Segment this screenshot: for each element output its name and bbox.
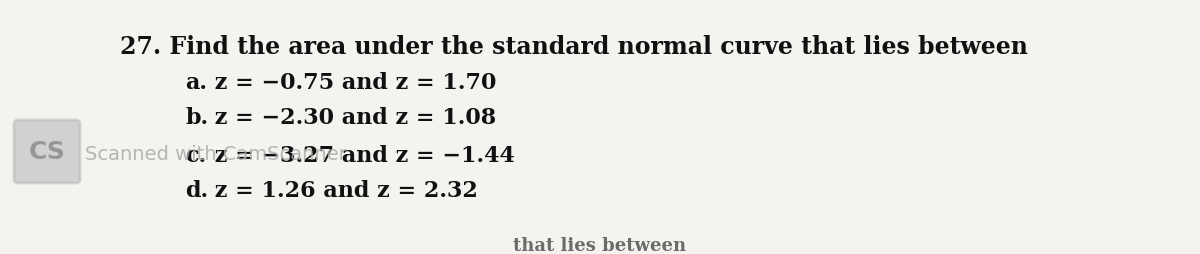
Text: that lies between: that lies between <box>514 236 686 254</box>
FancyBboxPatch shape <box>14 121 80 183</box>
Text: b.: b. <box>185 107 208 129</box>
Text: 27. Find the area under the standard normal curve that lies between: 27. Find the area under the standard nor… <box>120 35 1028 59</box>
Text: z = −3.27 and z = −1.44: z = −3.27 and z = −1.44 <box>208 145 515 166</box>
Text: z = −2.30 and z = 1.08: z = −2.30 and z = 1.08 <box>208 107 497 129</box>
Text: d.: d. <box>185 179 208 201</box>
Text: z = 1.26 and z = 2.32: z = 1.26 and z = 2.32 <box>208 179 478 201</box>
Text: c.: c. <box>185 145 206 166</box>
Text: z = −0.75 and z = 1.70: z = −0.75 and z = 1.70 <box>208 72 497 94</box>
Text: a.: a. <box>185 72 208 94</box>
Text: CS: CS <box>29 139 66 163</box>
Text: Scanned with CamScanner: Scanned with CamScanner <box>85 145 347 164</box>
